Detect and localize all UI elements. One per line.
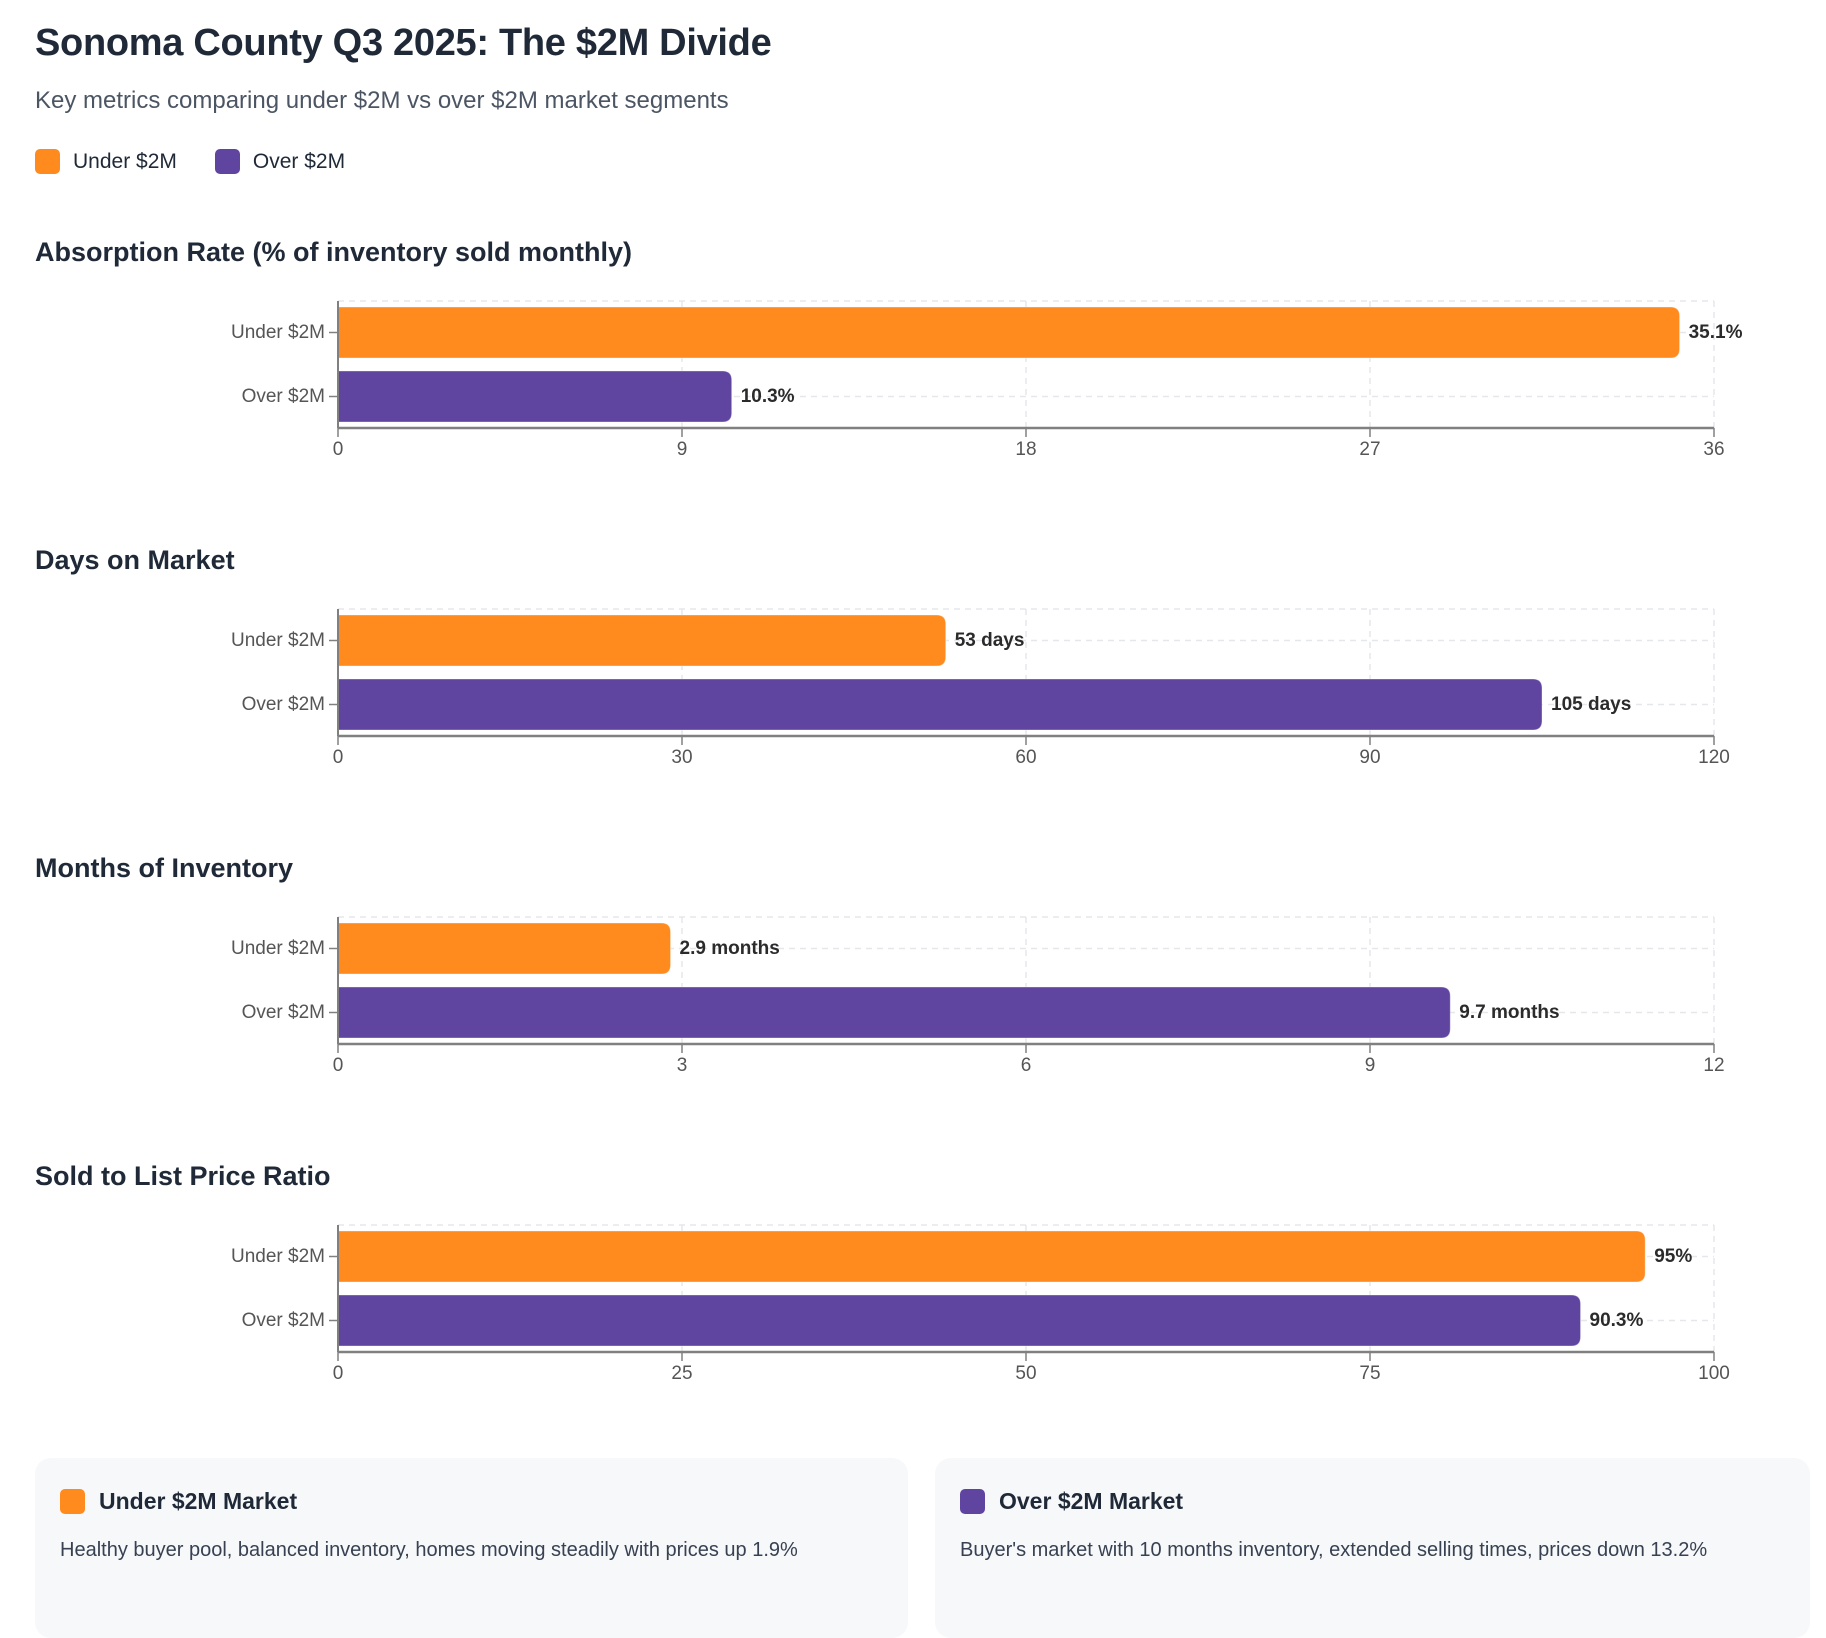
card-title: Under $2M Market	[99, 1488, 298, 1514]
value-label: 53 days	[955, 630, 1025, 651]
x-tick-label: 60	[1015, 747, 1036, 768]
bar-over-2m[interactable]	[337, 678, 1543, 731]
legend-swatch-under-2m	[35, 149, 60, 174]
legend-item-under-2m[interactable]: Under $2M	[35, 149, 177, 174]
y-tick-label: Under $2M	[231, 1246, 325, 1267]
x-tick-label: 0	[333, 439, 344, 460]
value-label: 35.1%	[1689, 322, 1743, 343]
x-tick-label: 120	[1698, 747, 1730, 768]
card-body: Buyer's market with 10 months inventory,…	[960, 1539, 1708, 1561]
chart-title: Days on Market	[35, 545, 235, 575]
summary-card-over-2m: Over $2M Market Buyer's market with 10 m…	[935, 1458, 1810, 1638]
x-tick-label: 18	[1015, 439, 1036, 460]
bar-under-2m[interactable]	[337, 614, 947, 667]
summary-card-under-2m: Under $2M Market Healthy buyer pool, bal…	[35, 1458, 908, 1638]
bar-over-2m[interactable]	[337, 986, 1451, 1039]
y-tick-label: Over $2M	[242, 1002, 325, 1023]
x-tick-label: 0	[333, 1363, 344, 1384]
card-header: Under $2M Market	[60, 1488, 883, 1515]
bar-chart-months-of-inventory: 2.9 months 9.7 months Under $2M Over $2M 0 3 6…	[231, 916, 1725, 1076]
chart-title: Absorption Rate (% of inventory sold mon…	[35, 237, 633, 267]
bar-under-2m[interactable]	[337, 1230, 1646, 1283]
value-label: 105 days	[1551, 694, 1631, 715]
y-tick-label: Under $2M	[231, 322, 325, 343]
card-swatch-under-2m	[60, 1489, 85, 1514]
x-tick-label: 0	[333, 747, 344, 768]
x-tick-label: 9	[677, 439, 688, 460]
legend-label: Under $2M	[73, 149, 177, 173]
legend-item-over-2m[interactable]: Over $2M	[214, 149, 346, 174]
card-title: Over $2M Market	[999, 1488, 1184, 1514]
y-tick-label: Under $2M	[231, 630, 325, 651]
y-tick-label: Over $2M	[242, 1310, 325, 1331]
x-tick-label: 0	[333, 1055, 344, 1076]
page-title: Sonoma County Q3 2025: The $2M Divide	[35, 22, 772, 64]
y-tick-label: Under $2M	[231, 938, 325, 959]
value-label: 95%	[1654, 1246, 1692, 1267]
x-tick-label: 100	[1698, 1363, 1730, 1384]
chart-title: Sold to List Price Ratio	[35, 1161, 331, 1191]
card-header: Over $2M Market	[960, 1488, 1785, 1515]
y-tick-label: Over $2M	[242, 694, 325, 715]
x-tick-label: 12	[1703, 1055, 1724, 1076]
x-tick-label: 25	[671, 1363, 692, 1384]
legend: Under $2M Over $2M	[35, 149, 383, 174]
y-tick-label: Over $2M	[242, 386, 325, 407]
x-tick-label: 27	[1359, 439, 1380, 460]
x-tick-label: 50	[1015, 1363, 1036, 1384]
x-tick-label: 90	[1359, 747, 1380, 768]
x-tick-label: 6	[1021, 1055, 1032, 1076]
legend-label: Over $2M	[252, 149, 346, 173]
bar-chart-absorption-rate-of-inventory-sold-monthly: 35.1% 10.3% Under $2M Over $2M 0 9 18 27 36	[231, 300, 1743, 460]
card-body: Healthy buyer pool, balanced inventory, …	[60, 1539, 798, 1561]
bar-chart-sold-to-list-price-ratio: 95% 90.3% Under $2M Over $2M 0 25 50 75 100	[231, 1224, 1730, 1384]
bar-over-2m[interactable]	[337, 370, 733, 423]
x-tick-label: 30	[671, 747, 692, 768]
value-label: 2.9 months	[680, 938, 780, 959]
bar-under-2m[interactable]	[337, 306, 1681, 359]
chart-title: Months of Inventory	[35, 853, 293, 883]
bar-over-2m[interactable]	[337, 1294, 1582, 1347]
page-subtitle: Key metrics comparing under $2M vs over …	[35, 87, 729, 114]
x-tick-label: 9	[1365, 1055, 1376, 1076]
bar-under-2m[interactable]	[337, 922, 672, 975]
value-label: 10.3%	[741, 386, 795, 407]
x-tick-label: 3	[677, 1055, 688, 1076]
legend-swatch-over-2m	[214, 149, 240, 174]
value-label: 90.3%	[1590, 1310, 1644, 1331]
card-swatch-over-2m	[960, 1489, 985, 1514]
bar-chart-days-on-market: 53 days 105 days Under $2M Over $2M 0 30 60 90 1…	[231, 608, 1730, 768]
x-tick-label: 75	[1359, 1363, 1380, 1384]
x-tick-label: 36	[1703, 439, 1724, 460]
value-label: 9.7 months	[1459, 1002, 1559, 1023]
